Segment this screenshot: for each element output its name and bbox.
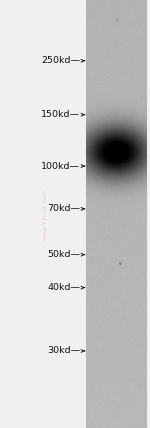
Text: 70kd—: 70kd— (47, 204, 80, 214)
Text: 40kd—: 40kd— (47, 283, 80, 292)
Text: 100kd—: 100kd— (41, 161, 80, 171)
Text: www.T3LAE.com: www.T3LAE.com (42, 188, 48, 240)
Text: 30kd—: 30kd— (47, 346, 80, 356)
Text: 250kd—: 250kd— (41, 56, 80, 65)
Text: 50kd—: 50kd— (47, 250, 80, 259)
Text: 150kd—: 150kd— (41, 110, 80, 119)
